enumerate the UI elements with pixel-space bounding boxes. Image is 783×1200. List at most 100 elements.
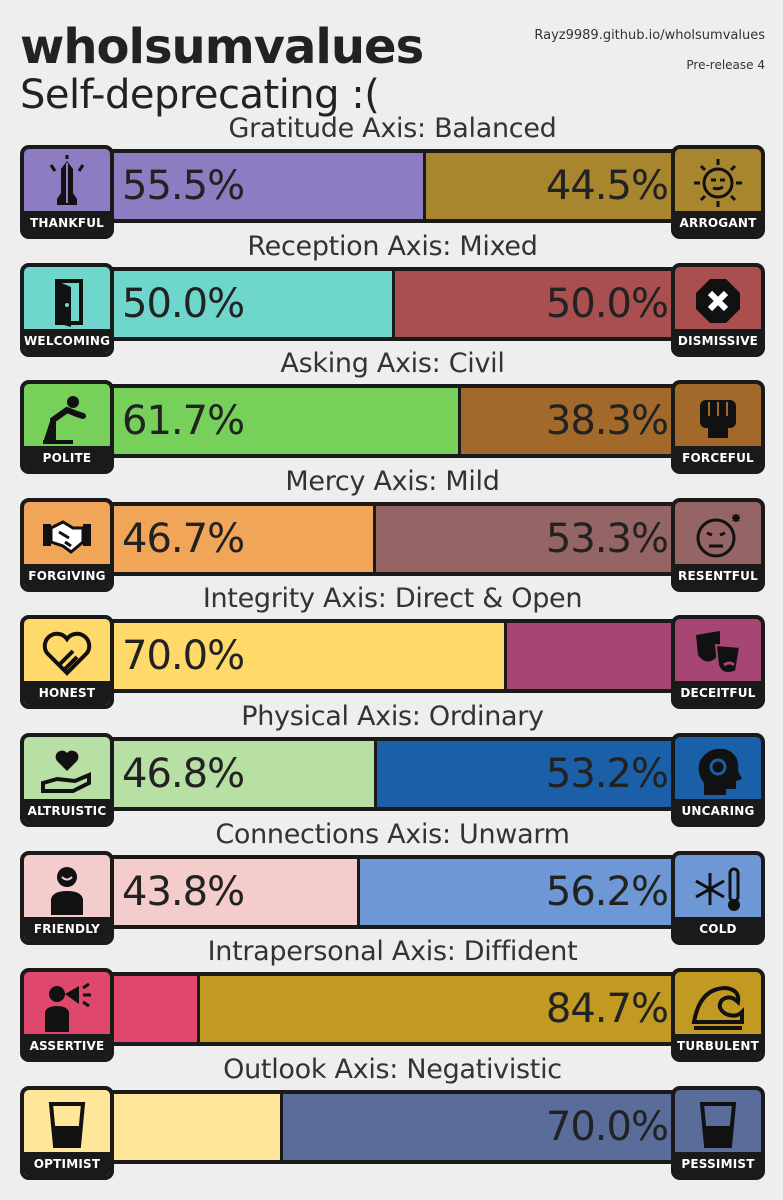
left-segment xyxy=(114,976,200,1043)
praying-hands-icon xyxy=(24,155,110,211)
open-door-icon xyxy=(24,273,110,329)
axis-bar: 43.8% 56.2% xyxy=(110,854,680,929)
right-percent: 38.3% xyxy=(545,398,669,445)
left-trait-card: OPTIMIST xyxy=(20,1085,114,1180)
heart-in-hand-icon xyxy=(24,743,110,799)
right-trait-label: DECEITFUL xyxy=(675,681,761,706)
left-segment: 43.8% xyxy=(114,858,361,925)
right-percent: 53.2% xyxy=(545,751,669,797)
left-segment: 50.0% xyxy=(114,270,395,337)
smug-sun-face-icon xyxy=(675,155,761,211)
bowing-person-icon xyxy=(24,390,110,446)
snowflake-thermometer-icon xyxy=(675,861,761,917)
axis-title: Gratitude Axis: Balanced xyxy=(228,113,557,144)
left-segment: 70.0% xyxy=(114,623,508,690)
wave-icon xyxy=(675,978,761,1034)
axis-row: Connections Axis: Unwarm 43.8% 56.2% FRI… xyxy=(20,819,765,945)
right-trait-label: UNCARING xyxy=(675,799,761,823)
axis-row: Physical Axis: Ordinary 46.8% 53.2% ALTR… xyxy=(20,702,765,827)
left-trait-label: OPTIMIST xyxy=(24,1151,110,1176)
left-trait-card: WELCOMING xyxy=(20,262,114,357)
left-trait-label: THANKFUL xyxy=(24,211,110,235)
axis-title: Integrity Axis: Direct & Open xyxy=(202,583,583,615)
version-label: Pre-release 4 xyxy=(686,58,765,72)
axis-title: Outlook Axis: Negativistic xyxy=(223,1053,562,1085)
right-trait-label: ARROGANT xyxy=(675,211,761,235)
fist-icon xyxy=(675,390,761,446)
right-segment: 44.5% xyxy=(425,153,676,219)
left-segment: 46.7% xyxy=(114,505,377,572)
right-trait-label: COLD xyxy=(675,916,761,941)
left-percent: 70.0% xyxy=(122,633,245,680)
left-percent: 50.0% xyxy=(122,280,245,327)
left-trait-label: HONEST xyxy=(24,681,110,706)
left-trait-label: ALTRUISTIC xyxy=(24,799,110,823)
left-trait-card: ALTRUISTIC xyxy=(20,733,114,827)
axis-title: Intrapersonal Axis: Diffident xyxy=(207,936,578,968)
left-trait-label: ASSERTIVE xyxy=(24,1034,110,1059)
stop-x-icon xyxy=(675,273,761,329)
site-link[interactable]: Rayz9989.github.io/wholsumvalues xyxy=(534,28,765,43)
app-title: wholsumvalues xyxy=(20,19,424,75)
left-trait-card: ASSERTIVE xyxy=(20,968,114,1063)
left-segment xyxy=(114,1093,283,1160)
megaphone-person-icon xyxy=(24,978,110,1034)
right-trait-card: PESSIMIST xyxy=(671,1085,765,1180)
half-empty-glass-icon xyxy=(675,1096,761,1152)
right-percent: 70.0% xyxy=(545,1103,669,1150)
heart-hand-icon xyxy=(24,625,110,681)
header: wholsumvalues Self-deprecating :( Rayz99… xyxy=(20,18,765,118)
left-segment: 46.8% xyxy=(114,741,378,807)
left-trait-label: WELCOMING xyxy=(24,328,110,353)
axis-row: Outlook Axis: Negativistic 70.0% OPTIMIS… xyxy=(20,1054,765,1180)
right-segment xyxy=(507,623,676,690)
left-trait-card: THANKFUL xyxy=(20,145,114,239)
right-segment: 50.0% xyxy=(395,270,676,337)
axis-row: Asking Axis: Civil 61.7% 38.3% POLITE FO… xyxy=(20,349,765,475)
right-trait-card: ARROGANT xyxy=(671,145,765,239)
left-trait-label: FRIENDLY xyxy=(24,916,110,941)
left-percent: 46.7% xyxy=(122,515,245,562)
right-trait-card: DISMISSIVE xyxy=(671,262,765,357)
handshake-icon xyxy=(24,508,110,564)
right-segment: 53.2% xyxy=(377,741,676,807)
right-trait-card: FORCEFUL xyxy=(671,380,765,475)
annoyed-face-icon xyxy=(675,508,761,564)
right-segment: 53.3% xyxy=(376,505,676,572)
right-trait-card: COLD xyxy=(671,850,765,945)
axis-title: Asking Axis: Civil xyxy=(280,348,505,380)
result-subtitle: Self-deprecating :( xyxy=(20,72,380,118)
left-trait-label: FORGIVING xyxy=(24,563,110,588)
theater-masks-icon xyxy=(675,625,761,681)
right-segment: 84.7% xyxy=(199,976,676,1043)
left-trait-card: FRIENDLY xyxy=(20,850,114,945)
axis-bar: 55.5% 44.5% xyxy=(110,149,680,223)
right-trait-card: DECEITFUL xyxy=(671,615,765,710)
axis-title: Mercy Axis: Mild xyxy=(285,465,500,497)
right-percent: 50.0% xyxy=(545,280,669,327)
left-trait-card: FORGIVING xyxy=(20,497,114,592)
right-trait-card: TURBULENT xyxy=(671,968,765,1063)
smiling-person-icon xyxy=(24,861,110,917)
left-trait-card: POLITE xyxy=(20,380,114,475)
axis-title: Reception Axis: Mixed xyxy=(247,230,538,262)
axis-row: Mercy Axis: Mild 46.7% 53.3% FORGIVING R… xyxy=(20,466,765,592)
right-trait-label: PESSIMIST xyxy=(675,1151,761,1176)
axis-bar: 46.7% 53.3% xyxy=(110,501,680,576)
right-trait-card: UNCARING xyxy=(671,733,765,827)
left-percent: 46.8% xyxy=(122,751,245,797)
left-percent: 61.7% xyxy=(122,398,245,445)
axis-bar: 50.0% 50.0% xyxy=(110,266,680,341)
axis-bar: 70.0% xyxy=(110,1089,680,1164)
axis-row: Intrapersonal Axis: Diffident 84.7% ASSE… xyxy=(20,937,765,1063)
head-gears-icon xyxy=(675,743,761,799)
left-segment: 61.7% xyxy=(114,388,461,455)
right-percent: 84.7% xyxy=(545,986,669,1033)
right-trait-label: FORCEFUL xyxy=(675,446,761,471)
right-trait-label: DISMISSIVE xyxy=(675,328,761,353)
half-full-glass-icon xyxy=(24,1096,110,1152)
right-percent: 44.5% xyxy=(545,163,669,209)
right-percent: 53.3% xyxy=(545,515,669,562)
left-segment: 55.5% xyxy=(114,153,426,219)
axis-title: Connections Axis: Unwarm xyxy=(215,818,570,850)
